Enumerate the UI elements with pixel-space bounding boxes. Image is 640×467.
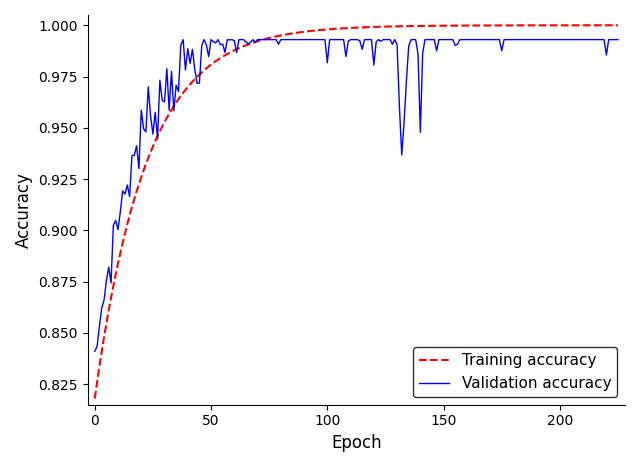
Validation accuracy xyxy=(91,348,99,354)
Validation accuracy xyxy=(614,37,622,42)
Validation accuracy xyxy=(112,218,120,223)
Validation accuracy xyxy=(421,37,429,42)
Training accuracy xyxy=(602,22,610,28)
Validation accuracy xyxy=(477,37,484,42)
Training accuracy xyxy=(419,23,426,28)
Validation accuracy xyxy=(179,37,187,42)
Training accuracy xyxy=(380,24,387,29)
Validation accuracy xyxy=(381,37,389,42)
Training accuracy xyxy=(112,271,120,277)
Training accuracy xyxy=(475,23,483,28)
Legend: Training accuracy, Validation accuracy: Training accuracy, Validation accuracy xyxy=(413,347,618,397)
Validation accuracy xyxy=(444,37,452,42)
Line: Validation accuracy: Validation accuracy xyxy=(95,40,618,351)
Validation accuracy xyxy=(605,37,612,42)
Training accuracy xyxy=(614,22,622,28)
Line: Training accuracy: Training accuracy xyxy=(95,25,618,398)
Training accuracy xyxy=(442,23,450,28)
Y-axis label: Accuracy: Accuracy xyxy=(15,172,33,248)
Training accuracy xyxy=(91,396,99,401)
X-axis label: Epoch: Epoch xyxy=(331,434,381,452)
